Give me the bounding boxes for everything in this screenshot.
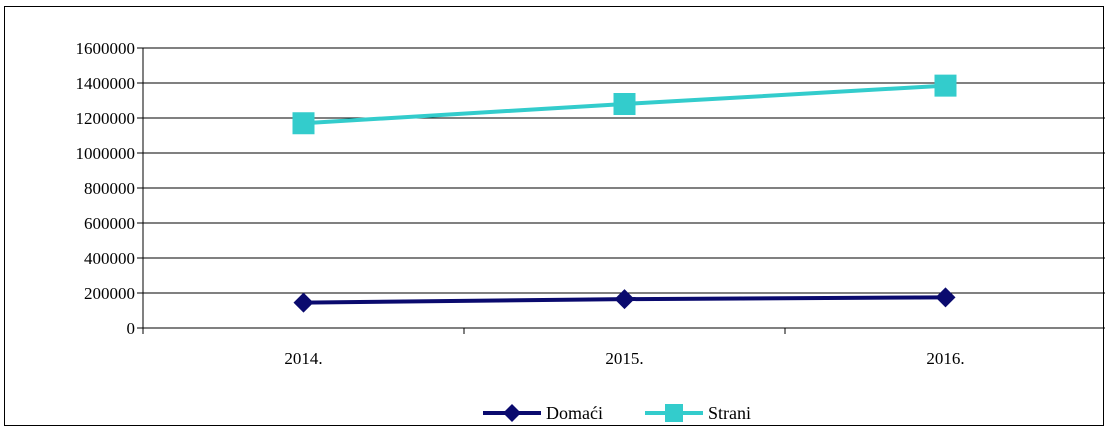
y-tick-label: 800000 bbox=[84, 179, 135, 198]
y-tick-label: 1200000 bbox=[76, 109, 136, 128]
series-Domaći bbox=[293, 287, 956, 313]
legend: Domaći Strani bbox=[483, 403, 751, 423]
y-tick-label: 1600000 bbox=[76, 39, 136, 58]
x-tick-label: 2016. bbox=[926, 349, 964, 368]
data-point bbox=[503, 404, 521, 422]
series bbox=[292, 74, 957, 313]
data-point bbox=[292, 112, 315, 135]
series-Strani bbox=[292, 74, 957, 135]
data-point bbox=[614, 289, 635, 310]
y-tick-label: 0 bbox=[127, 319, 136, 338]
y-tick-label: 1000000 bbox=[76, 144, 136, 163]
data-point bbox=[613, 93, 636, 115]
data-point bbox=[665, 404, 683, 422]
y-tick-label: 600000 bbox=[84, 214, 135, 233]
y-tick-label: 200000 bbox=[84, 284, 135, 303]
legend-label: Domaći bbox=[546, 403, 603, 423]
chart-frame: 0 200000 400000 600000 800000 1000000 1200000 1… bbox=[4, 6, 1107, 426]
x-tick-label: 2014. bbox=[284, 349, 322, 368]
data-point bbox=[935, 287, 956, 308]
data-point bbox=[934, 74, 957, 97]
y-tick-label: 400000 bbox=[84, 249, 135, 268]
y-tick-label: 1400000 bbox=[76, 74, 136, 93]
gridlines bbox=[143, 47, 1106, 294]
axes bbox=[137, 47, 1107, 334]
data-point bbox=[293, 292, 314, 313]
legend-item: Strani bbox=[645, 403, 751, 423]
line-chart: 0 200000 400000 600000 800000 1000000 1200000 1… bbox=[76, 39, 1107, 423]
x-tick-label: 2015. bbox=[605, 349, 643, 368]
legend-label: Strani bbox=[708, 403, 751, 423]
x-tick-labels: 2014. 2015. 2016. bbox=[284, 349, 964, 368]
y-tick-labels: 0 200000 400000 600000 800000 1000000 1200000 1… bbox=[76, 39, 136, 338]
legend-item: Domaći bbox=[483, 403, 603, 423]
